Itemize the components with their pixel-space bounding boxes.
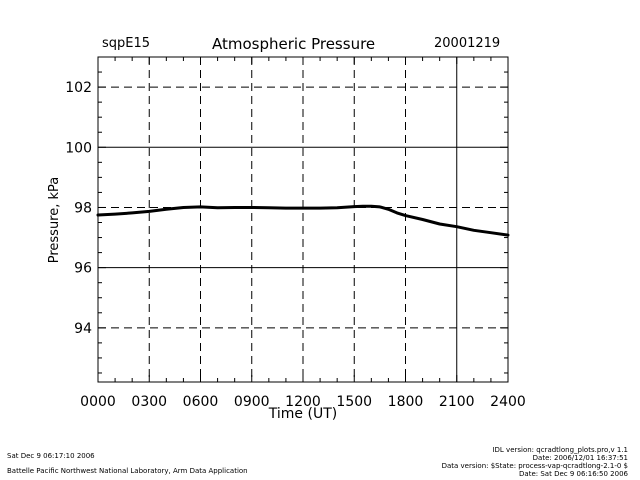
- footer-version-info: IDL version: qcradtlong_plots.pro,v 1.1 …: [442, 446, 628, 478]
- x-tick-labels: 0000 0300 0600 0900 1200 1500 1800 2100 2400: [80, 394, 526, 410]
- pressure-chart: 0000 0300 0600 0900 1200 1500 1800 2100 2400 949…: [47, 56, 526, 422]
- footer-version-line: Date: Sat Dec 9 06:16:50 2006: [519, 470, 628, 478]
- grid-lines: [98, 57, 508, 382]
- chart-title: Atmospheric Pressure: [212, 35, 376, 53]
- y-tick-label: 100: [65, 140, 92, 156]
- x-tick-label: 0000: [80, 394, 116, 410]
- footer-version-line: Data version: $State: process-vap-qcradt…: [441, 462, 628, 470]
- y-tick-label: 98: [74, 200, 92, 216]
- x-axis-label: Time (UT): [268, 406, 337, 422]
- footer-credit: Battelle Pacific Northwest National Labo…: [7, 467, 248, 475]
- station-label: sqpE15: [102, 36, 151, 51]
- x-tick-label: 2400: [490, 394, 526, 410]
- x-tick-label: 1200: [285, 394, 321, 410]
- footer-version-line: IDL version: qcradtlong_plots.pro,v 1.1: [492, 446, 628, 454]
- y-tick-label: 94: [74, 321, 92, 337]
- x-tick-label: 1500: [336, 394, 372, 410]
- x-tick-label: 1800: [388, 394, 424, 410]
- y-tick-label: 96: [74, 261, 92, 277]
- y-tick-label: 102: [65, 80, 92, 96]
- date-label: 20001219: [434, 36, 501, 51]
- footer-timestamp: Sat Dec 9 06:17:10 2006: [7, 452, 95, 460]
- x-tick-label: 2100: [439, 394, 475, 410]
- pressure-series-line: [96, 204, 510, 237]
- y-tick-labels: 94 96 98 100 102: [65, 80, 92, 337]
- x-tick-label: 0600: [183, 394, 219, 410]
- x-tick-label: 0900: [234, 394, 270, 410]
- footer-version-line: Date: 2006/12/01 16:37:51: [532, 454, 628, 462]
- axis-ticks: [97, 56, 509, 382]
- x-tick-label: 0300: [131, 394, 167, 410]
- y-axis-label: Pressure, kPa: [47, 177, 62, 264]
